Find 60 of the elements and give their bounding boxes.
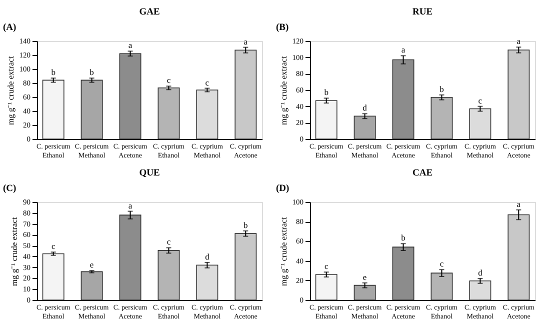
annotation: b (401, 232, 406, 243)
bar (158, 88, 180, 140)
bar (469, 108, 492, 140)
y-axis-title: mg g⁻¹ crude extract (278, 216, 288, 286)
annotation: a (128, 40, 132, 50)
bar (234, 50, 257, 140)
text: (B) (276, 23, 289, 33)
annotation: a (244, 36, 248, 46)
annotation: c (205, 77, 210, 88)
text: (C) (3, 184, 16, 194)
annotation: d (478, 267, 484, 278)
bar (430, 96, 453, 140)
y-axis-title: mg g⁻¹ crude extract (9, 216, 19, 286)
annotation: c (440, 258, 444, 269)
annotation: e (362, 272, 367, 282)
annotation: a (516, 36, 521, 46)
bar (42, 253, 64, 300)
bar (119, 214, 142, 300)
annotation: d (362, 102, 368, 113)
annotation: c (51, 241, 56, 252)
chart-title: GAE (139, 8, 160, 18)
bar (430, 272, 453, 300)
annotation: a (401, 44, 406, 55)
chart-title: CAE (412, 168, 433, 178)
bar (196, 90, 218, 140)
bar (508, 214, 530, 300)
bar (315, 100, 338, 140)
bar (354, 116, 376, 140)
bar (158, 250, 180, 300)
annotation: c (324, 261, 328, 272)
annotation: b (324, 87, 328, 98)
bar (392, 59, 414, 140)
annotation: b (440, 84, 444, 94)
bar (469, 280, 492, 300)
bar (315, 274, 338, 300)
y-axis-title: mg g⁻¹ crude extract (5, 55, 16, 126)
annotation: d (205, 251, 210, 262)
bar (354, 284, 376, 300)
chart-title: QUE (139, 168, 160, 178)
bar (508, 50, 530, 140)
annotation: c (166, 75, 171, 86)
bar (119, 53, 142, 140)
text: (A) (3, 23, 16, 33)
annotation: b (51, 67, 56, 78)
annotation: b (90, 67, 94, 78)
bar (234, 233, 257, 300)
annotation: a (516, 198, 521, 209)
annotation: c (478, 95, 482, 106)
chart-title: RUE (412, 8, 433, 18)
bar (42, 80, 64, 140)
bar (392, 246, 414, 300)
bar (196, 264, 218, 300)
y-axis-title: mg g⁻¹ crude extract (278, 55, 288, 126)
text: (D) (276, 184, 290, 194)
bar (80, 80, 103, 140)
annotation: b (244, 220, 248, 230)
bar (80, 271, 103, 300)
annotation: c (166, 236, 171, 247)
annotation: e (90, 260, 94, 270)
annotation: a (128, 200, 132, 210)
